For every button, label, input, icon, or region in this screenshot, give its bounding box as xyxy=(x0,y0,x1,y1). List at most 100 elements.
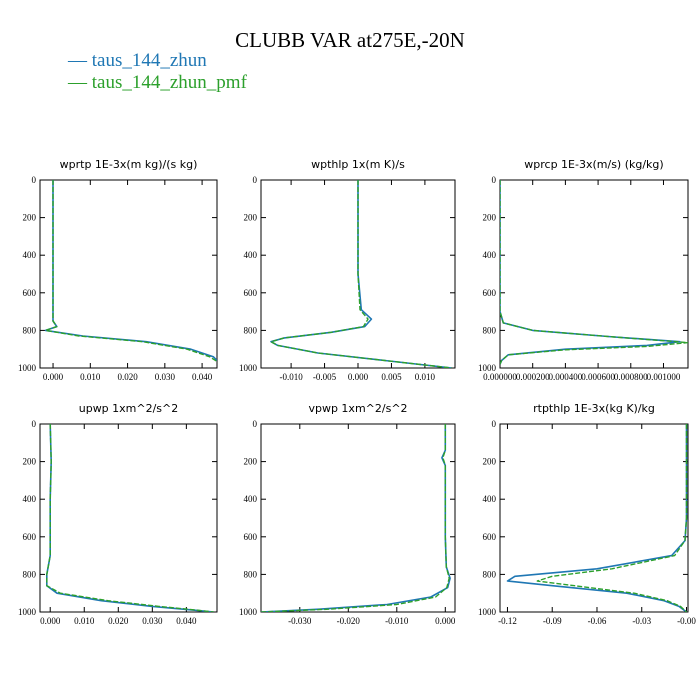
y-tick-label: 0 xyxy=(253,419,258,429)
y-tick-label: 600 xyxy=(483,532,497,542)
x-tick-label: -0.030 xyxy=(288,616,312,626)
y-tick-label: 400 xyxy=(483,494,497,504)
x-tick-label: 0.001000 xyxy=(647,372,681,382)
x-tick-label: 0.030 xyxy=(155,372,176,382)
y-tick-label: 200 xyxy=(244,213,258,223)
x-tick-label: -0.03 xyxy=(632,616,651,626)
y-tick-label: 400 xyxy=(23,494,37,504)
panel-3: wprcp 1E-3x(m/s) (kg/kg) 0.0000000.000200… xyxy=(478,158,689,382)
legend-label: taus_144_zhun_pmf xyxy=(91,72,247,93)
x-tick-label: 0.000600 xyxy=(581,372,615,382)
y-tick-label: 800 xyxy=(244,325,258,335)
y-tick-label: 400 xyxy=(483,250,497,260)
y-tick-label: 400 xyxy=(244,494,258,504)
panel-title: rtpthlp 1E-3x(kg K)/kg xyxy=(533,402,655,415)
x-tick-label: -0.020 xyxy=(337,616,361,626)
legend-line-marker: — xyxy=(68,72,87,93)
y-tick-label: 800 xyxy=(244,569,258,579)
y-tick-label: 600 xyxy=(483,288,497,298)
plot-frame xyxy=(499,423,689,613)
x-tick-label: 0.000800 xyxy=(614,372,648,382)
series-line-taus-144-zhun-pmf xyxy=(261,424,450,612)
x-tick-label: 0.010 xyxy=(80,372,101,382)
y-tick-label: 200 xyxy=(244,457,258,467)
series-line-taus-144-zhun-pmf xyxy=(44,180,217,362)
y-tick-label: 800 xyxy=(483,325,497,335)
series-line-taus-144-zhun xyxy=(270,180,452,368)
panel-title: vpwp 1xm^2/s^2 xyxy=(308,402,407,415)
panel-title: wprtp 1E-3x(m kg)/(s kg) xyxy=(60,158,198,171)
series-line-taus-144-zhun xyxy=(44,180,217,362)
x-tick-label: 0.000400 xyxy=(549,372,583,382)
figure-title: CLUBB VAR at275E,-20N xyxy=(235,28,465,52)
x-tick-label: -0.010 xyxy=(385,616,409,626)
y-tick-label: 600 xyxy=(244,532,258,542)
series-line-taus-144-zhun xyxy=(500,180,681,365)
y-tick-label: 400 xyxy=(244,250,258,260)
y-tick-label: 200 xyxy=(23,213,37,223)
plot-frame xyxy=(39,179,218,369)
series-line-taus-144-zhun-pmf xyxy=(270,180,452,368)
y-tick-label: 200 xyxy=(23,457,37,467)
y-tick-label: 800 xyxy=(483,569,497,579)
y-tick-label: 1000 xyxy=(239,363,258,373)
y-tick-label: 0 xyxy=(492,175,497,185)
x-tick-label: 0.020 xyxy=(117,372,138,382)
y-tick-label: 600 xyxy=(244,288,258,298)
panel-6: rtpthlp 1E-3x(kg K)/kg -0.12 -0.09 -0.06 -0.… xyxy=(478,402,696,626)
x-tick-label: -0.12 xyxy=(498,616,517,626)
panel-5: vpwp 1xm^2/s^2 -0.030 -0.020 -0.010 0.000 0 20… xyxy=(239,402,456,626)
y-tick-label: 200 xyxy=(483,213,497,223)
series-line-taus-144-zhun xyxy=(45,424,214,612)
x-tick-label: 0.000200 xyxy=(516,372,550,382)
x-tick-label: 0.010 xyxy=(74,616,95,626)
x-tick-label: -0.00 xyxy=(677,616,696,626)
series-line-taus-144-zhun xyxy=(506,424,688,612)
legend-entry-taus-144-zhun-pmf: — taus_144_zhun_pmf xyxy=(68,72,247,94)
x-tick-label: 0.030 xyxy=(142,616,163,626)
x-tick-label: -0.005 xyxy=(313,372,337,382)
y-tick-label: 600 xyxy=(23,288,37,298)
x-tick-label: 0.000 xyxy=(40,616,61,626)
x-tick-label: -0.06 xyxy=(588,616,607,626)
y-tick-label: 0 xyxy=(32,175,37,185)
series-line-taus-144-zhun-pmf xyxy=(536,424,688,612)
x-tick-label: 0.010 xyxy=(415,372,436,382)
panel-title: wpthlp 1x(m K)/s xyxy=(311,158,405,171)
x-tick-label: 0.040 xyxy=(176,616,197,626)
plot-frame xyxy=(260,423,456,613)
plot-frame xyxy=(39,423,218,613)
legend-label: taus_144_zhun xyxy=(91,50,207,71)
y-tick-label: 800 xyxy=(23,325,37,335)
panel-4: upwp 1xm^2/s^2 0.000 0.010 0.020 0.030 0.040 0… xyxy=(18,402,218,626)
legend-entry-taus-144-zhun: — taus_144_zhun xyxy=(68,50,207,72)
y-tick-label: 1000 xyxy=(239,607,258,617)
series-line-taus-144-zhun-pmf xyxy=(46,424,214,612)
x-tick-label: 0.000 xyxy=(348,372,369,382)
y-tick-label: 1000 xyxy=(18,363,37,373)
x-tick-label: -0.010 xyxy=(279,372,303,382)
series-line-taus-144-zhun xyxy=(261,424,451,612)
x-tick-label: 0.020 xyxy=(108,616,129,626)
panel-1: wprtp 1E-3x(m kg)/(s kg) 0.000 0.010 0.020 0… xyxy=(18,158,218,382)
y-tick-label: 600 xyxy=(23,532,37,542)
y-tick-label: 800 xyxy=(23,569,37,579)
series-line-taus-144-zhun-pmf xyxy=(500,180,688,365)
panel-title: wprcp 1E-3x(m/s) (kg/kg) xyxy=(524,158,663,171)
x-tick-label: 0.000000 xyxy=(483,372,517,382)
y-tick-label: 1000 xyxy=(478,607,497,617)
x-tick-label: 0.000 xyxy=(435,616,456,626)
panel-title: upwp 1xm^2/s^2 xyxy=(79,402,179,415)
y-tick-label: 400 xyxy=(23,250,37,260)
panel-2: wpthlp 1x(m K)/s -0.010 -0.005 0.000 0.005 0.… xyxy=(239,158,456,382)
legend-line-marker: — xyxy=(68,50,87,71)
y-tick-label: 1000 xyxy=(478,363,497,373)
y-tick-label: 0 xyxy=(492,419,497,429)
y-tick-label: 0 xyxy=(253,175,258,185)
y-tick-label: 1000 xyxy=(18,607,37,617)
x-tick-label: -0.09 xyxy=(543,616,562,626)
x-tick-label: 0.040 xyxy=(192,372,213,382)
y-tick-label: 0 xyxy=(32,419,37,429)
y-tick-label: 200 xyxy=(483,457,497,467)
